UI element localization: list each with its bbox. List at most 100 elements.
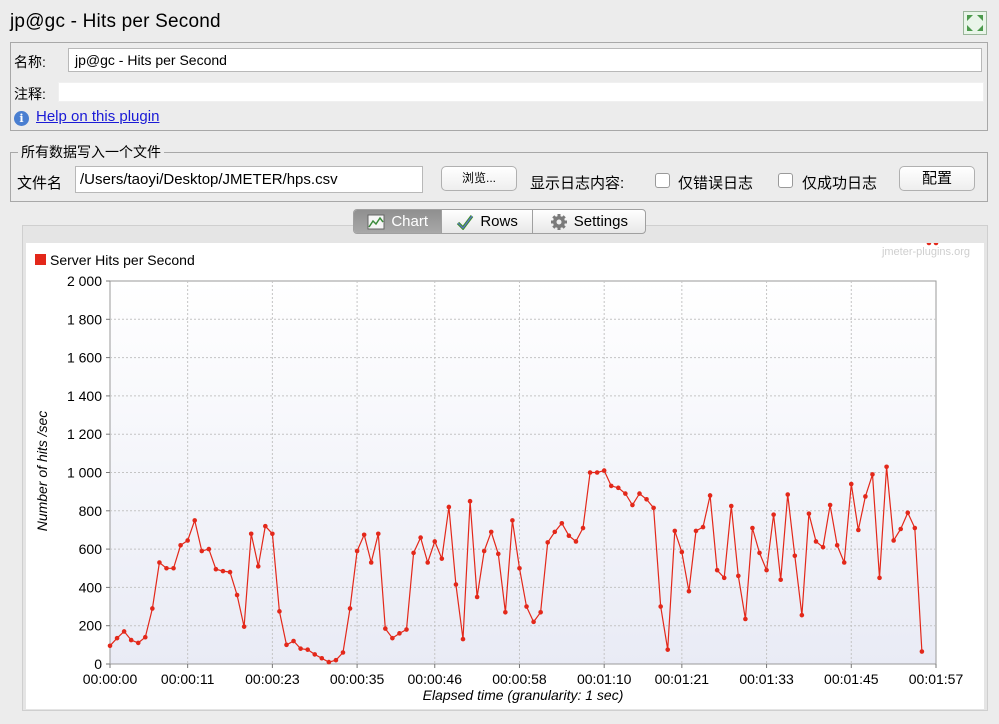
data-point (220, 568, 226, 574)
y-axis-label: Number of hits /sec (34, 411, 50, 532)
data-point (679, 549, 685, 555)
data-point (644, 497, 649, 502)
tab-settings-label: Settings (573, 213, 628, 230)
x-tick-label: 00:01:10 (577, 671, 632, 687)
data-point (870, 472, 875, 477)
hits-chart: 0 200 400 600 800 1 000 1 200 1 400 1 600 1 800 2 … (34, 240, 970, 703)
y-tick-label: 400 (79, 579, 103, 595)
data-point (919, 649, 925, 654)
data-point (199, 548, 205, 554)
tab-settings[interactable]: Settings (533, 210, 645, 233)
data-point (418, 535, 423, 540)
data-point (347, 606, 353, 611)
data-point (107, 643, 113, 649)
y-tick-label: 800 (79, 503, 103, 519)
data-point (573, 539, 579, 544)
data-point (248, 531, 254, 537)
tab-rows[interactable]: Rows (442, 210, 533, 233)
data-point (135, 640, 141, 646)
data-point (623, 491, 628, 496)
data-point (114, 635, 120, 641)
y-tick-label: 600 (79, 541, 103, 557)
data-point (305, 647, 310, 652)
x-axis-label: Elapsed time (granularity: 1 sec) (423, 687, 624, 703)
data-point (637, 491, 642, 496)
tab-chart-label: Chart (391, 213, 429, 230)
data-point (905, 510, 911, 516)
data-point (439, 556, 445, 561)
chart-area: 0 200 400 600 800 1 000 1 200 1 400 1 600 1 800 2 … (26, 240, 984, 709)
data-point (291, 638, 296, 644)
data-point (263, 523, 268, 529)
data-point (757, 550, 762, 556)
log-content-label: 显示日志内容: (530, 175, 625, 192)
data-point (397, 631, 402, 636)
data-point (736, 573, 741, 579)
y-tick-label: 1 800 (67, 311, 102, 327)
name-input[interactable]: jp@gc - Hits per Second (68, 48, 982, 72)
y-tick-label: 1 600 (67, 350, 102, 366)
x-tick-label: 00:00:46 (408, 671, 463, 687)
data-point (411, 550, 416, 556)
y-tick-label: 1 200 (67, 426, 102, 442)
x-tick-label: 00:00:11 (161, 671, 215, 687)
filename-input[interactable]: /Users/taoyi/Desktop/JMETER/hps.csv (75, 166, 423, 193)
legend-label: Server Hits per Second (50, 252, 195, 268)
data-point (298, 646, 303, 651)
data-point (121, 629, 127, 634)
data-point (255, 564, 261, 569)
comment-label: 注释: (14, 86, 46, 102)
y-tick-label: 0 (94, 656, 102, 672)
x-tick-label: 00:00:23 (245, 671, 300, 687)
tab-bar: Chart Rows Settings (353, 209, 646, 234)
data-point (856, 527, 861, 533)
browse-button[interactable]: 浏览... (441, 166, 517, 191)
data-point (488, 529, 494, 535)
watermark: jmeter-plugins.org (881, 246, 970, 258)
data-point (926, 240, 932, 246)
data-point (714, 567, 720, 573)
x-tick-label: 00:01:57 (909, 671, 964, 687)
data-point (284, 642, 289, 648)
properties-box (10, 42, 988, 131)
data-point (192, 518, 198, 523)
data-point (778, 577, 783, 583)
checkmark-icon (457, 214, 474, 230)
data-point (891, 538, 896, 543)
data-point (375, 531, 381, 537)
help-link[interactable]: Help on this plugin (36, 108, 160, 125)
errors-only-checkbox[interactable] (655, 173, 670, 188)
data-point (721, 575, 727, 581)
success-only-checkbox[interactable] (778, 173, 793, 188)
y-tick-label: 2 000 (67, 273, 102, 289)
data-point (531, 619, 536, 625)
data-point (665, 647, 671, 652)
name-label: 名称: (14, 54, 46, 70)
data-point (312, 652, 318, 657)
data-point (171, 565, 176, 571)
configure-button[interactable]: 配置 (899, 166, 975, 191)
tab-chart[interactable]: Chart (354, 210, 443, 233)
comment-input[interactable] (58, 82, 984, 102)
data-point (326, 659, 332, 665)
data-point (510, 518, 515, 523)
data-point (319, 655, 325, 661)
file-output-legend: 所有数据写入一个文件 (18, 142, 164, 162)
chart-icon (367, 214, 385, 229)
info-icon: i (14, 111, 29, 126)
x-tick-label: 00:00:35 (330, 671, 385, 687)
data-point (277, 609, 282, 614)
data-point (495, 551, 501, 557)
data-point (432, 539, 438, 544)
y-tick-label: 200 (79, 618, 103, 634)
expand-icon[interactable] (963, 11, 987, 35)
data-point (771, 512, 776, 517)
data-point (270, 531, 275, 537)
data-point (792, 553, 798, 559)
data-point (368, 560, 374, 565)
data-point (538, 609, 543, 615)
filename-label: 文件名 (17, 175, 63, 192)
data-point (608, 483, 614, 489)
data-point (206, 546, 212, 552)
data-point (157, 560, 162, 565)
